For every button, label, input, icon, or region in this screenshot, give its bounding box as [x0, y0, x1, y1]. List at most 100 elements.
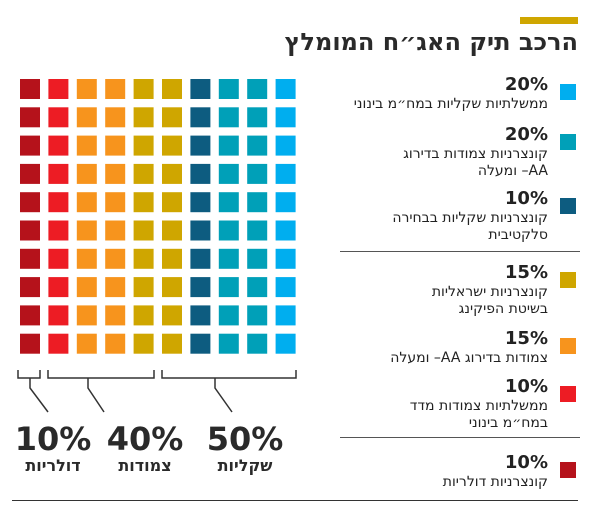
bracket-shekel [161, 370, 297, 413]
waffle-cell-corp_aa_linked [105, 305, 126, 326]
waffle-cell-israeli_picking [162, 79, 182, 99]
waffle-cell-dollar_corp [20, 192, 40, 213]
waffle-cell-dollar_corp [20, 79, 40, 99]
waffle-cell-israeli_picking [133, 163, 154, 184]
waffle-cell-dollar_corp [20, 248, 40, 269]
waffle-cell-israeli_picking [162, 220, 182, 241]
legend-label: קונצרניות שקליות בבחירה סלקטיבית [392, 210, 548, 243]
waffle-cell-corp_aa_linked [76, 163, 97, 184]
waffle-cell-israeli_picking [133, 333, 154, 354]
legend-percent: 10% [504, 188, 548, 209]
waffle-cell-corp_selective [190, 192, 211, 213]
group-linked-label: צמודות [118, 456, 172, 475]
group-shekel-label: שקליות [217, 456, 273, 475]
legend-swatch [560, 84, 576, 100]
legend-swatch [560, 462, 576, 478]
legend-label: קונצרניות דולריות [442, 474, 548, 490]
waffle-cell-corp_selective [190, 163, 211, 184]
waffle-cell-israeli_picking [162, 248, 182, 269]
waffle-cell-corp_selective [190, 107, 211, 128]
legend-label: קונצרניות ישראליות בשיטת הפיקינג [431, 284, 548, 317]
waffle-cell-corp_aa [247, 220, 268, 241]
waffle-cell-corp_aa_linked [105, 107, 126, 128]
waffle-cell-gov_fixed [275, 163, 296, 184]
waffle-cell-corp_aa [218, 333, 239, 354]
waffle-cell-corp_aa_linked [76, 248, 97, 269]
waffle-cell-corp_aa_linked [105, 220, 126, 241]
waffle-cell-israeli_picking [162, 107, 182, 128]
legend-label: קונצרניות צמודות בדירוג AA– ומעלה [403, 146, 548, 179]
waffle-cell-corp_aa_linked [105, 79, 126, 99]
waffle-cell-israeli_picking [162, 163, 182, 184]
waffle-cell-corp_aa [247, 163, 268, 184]
waffle-cell-corp_aa [218, 305, 239, 326]
waffle-cell-corp_selective [190, 333, 211, 354]
waffle-cell-israeli_picking [133, 220, 154, 241]
waffle-cell-gov_fixed [275, 277, 296, 298]
bracket-linked [47, 370, 155, 413]
waffle-cell-dollar_corp [20, 135, 40, 156]
title-accent-bar [520, 17, 578, 24]
waffle-cell-gov_linked [48, 107, 69, 128]
legend-label: ממשלתיות שקליות במח״מ בינוני [353, 96, 548, 112]
waffle-cell-israeli_picking [162, 277, 182, 298]
waffle-cell-corp_aa_linked [76, 192, 97, 213]
bottom-rule [12, 500, 578, 501]
waffle-cell-corp_selective [190, 277, 211, 298]
waffle-cell-israeli_picking [162, 305, 182, 326]
waffle-cell-corp_selective [190, 305, 211, 326]
waffle-cell-corp_aa [218, 135, 239, 156]
waffle-cell-corp_aa_linked [76, 107, 97, 128]
waffle-cell-corp_aa_linked [105, 333, 126, 354]
waffle-cell-corp_aa_linked [105, 135, 126, 156]
waffle-cell-corp_aa [247, 333, 268, 354]
waffle-cell-corp_aa [218, 79, 239, 99]
waffle-cell-gov_fixed [275, 79, 296, 99]
waffle-cell-dollar_corp [20, 220, 40, 241]
legend-divider-bottom [340, 437, 580, 438]
legend-swatch [560, 198, 576, 214]
waffle-cell-corp_aa_linked [76, 333, 97, 354]
waffle-cell-corp_aa [218, 248, 239, 269]
legend-label: ממשלתיות צמודות מדד במח״מ בינוני [409, 398, 548, 431]
waffle-cell-corp_aa [247, 305, 268, 326]
legend-percent: 20% [504, 124, 548, 145]
waffle-cell-corp_aa [218, 163, 239, 184]
waffle-cell-corp_aa_linked [76, 305, 97, 326]
waffle-cell-gov_linked [48, 220, 69, 241]
waffle-cell-israeli_picking [133, 79, 154, 99]
group-shekel-percent: 50% [206, 420, 284, 458]
waffle-cell-israeli_picking [133, 305, 154, 326]
waffle-cell-dollar_corp [20, 333, 40, 354]
waffle-cell-israeli_picking [162, 192, 182, 213]
legend-swatch [560, 386, 576, 402]
waffle-cell-gov_fixed [275, 135, 296, 156]
legend-percent: 10% [504, 376, 548, 397]
waffle-cell-corp_aa_linked [105, 277, 126, 298]
waffle-cell-dollar_corp [20, 305, 40, 326]
waffle-cell-gov_fixed [275, 248, 296, 269]
waffle-cell-corp_aa_linked [76, 220, 97, 241]
waffle-cell-gov_linked [48, 248, 69, 269]
waffle-cell-gov_linked [48, 192, 69, 213]
group-dollar-percent: 10% [14, 420, 92, 458]
waffle-cell-gov_linked [48, 163, 69, 184]
waffle-cell-israeli_picking [133, 248, 154, 269]
waffle-cell-corp_aa [247, 248, 268, 269]
waffle-cell-gov_fixed [275, 220, 296, 241]
bracket-dollar [17, 370, 49, 413]
waffle-cell-gov_linked [48, 135, 69, 156]
waffle-cell-dollar_corp [20, 107, 40, 128]
chart-title: הרכב תיק האג״ח המומלץ [284, 28, 578, 56]
waffle-cell-gov_linked [48, 277, 69, 298]
group-dollar-label: דולריות [25, 456, 81, 475]
waffle-cell-corp_aa [218, 192, 239, 213]
waffle-cell-corp_selective [190, 135, 211, 156]
legend-swatch [560, 134, 576, 150]
waffle-cell-gov_fixed [275, 107, 296, 128]
waffle-cell-dollar_corp [20, 277, 40, 298]
waffle-cell-corp_aa [218, 277, 239, 298]
waffle-cell-corp_aa [247, 135, 268, 156]
waffle-cell-corp_aa [247, 277, 268, 298]
